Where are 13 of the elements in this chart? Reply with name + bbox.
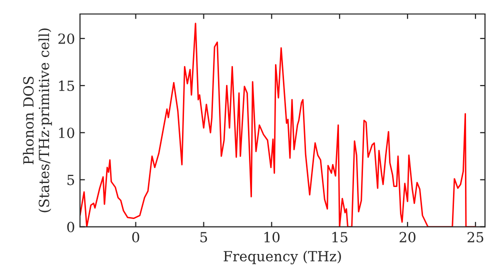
y-tick-label: 15 [59,80,74,92]
y-tick-label: 10 [59,128,74,138]
x-tick-label: 5 [200,232,208,242]
x-axis-title: Frequency (THz) [224,250,341,264]
x-tick-label: 25 [468,232,484,242]
y-tick-label: 0 [67,222,74,232]
y-axis-title: Phonon DOS (States/THz·primitive cell) [22,28,52,212]
y-tick-label: 5 [67,174,74,186]
x-tick-label: 20 [400,232,416,242]
x-tick-label: 0 [132,232,140,242]
x-tick-label: 10 [264,232,280,242]
x-tick-label: 15 [332,232,348,242]
y-tick-label: 20 [58,33,74,44]
